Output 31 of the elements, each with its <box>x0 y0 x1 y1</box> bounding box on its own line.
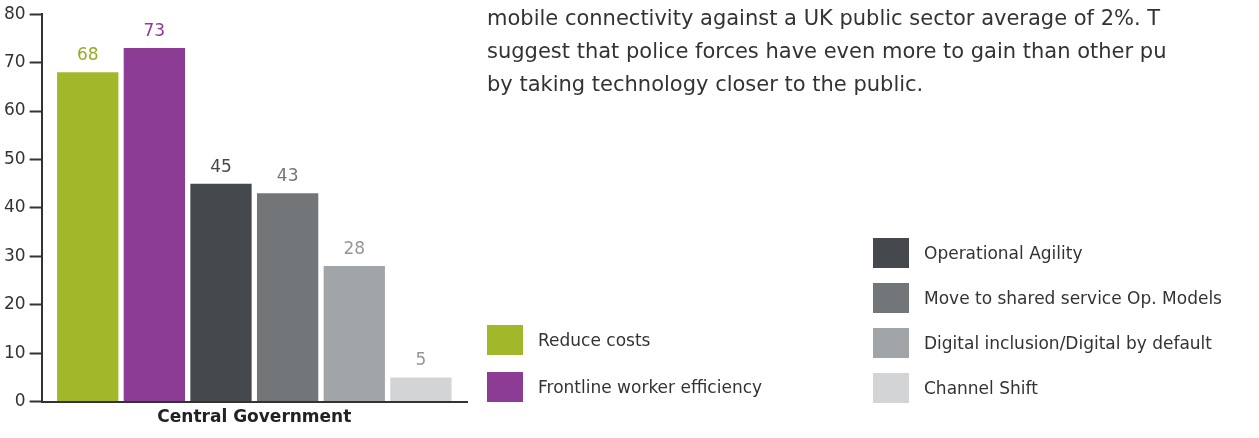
data-label: 68 <box>76 44 99 65</box>
legend-label: Move to shared service Op. Models <box>924 287 1222 308</box>
legend-label: Digital inclusion/Digital by default <box>924 332 1212 353</box>
y-tick-label: 30 <box>3 244 26 265</box>
y-tick-label: 60 <box>3 99 26 120</box>
x-tick-label: Central Government <box>157 406 352 427</box>
data-label: 45 <box>210 155 232 176</box>
bar <box>256 193 319 402</box>
y-tick-label: 50 <box>3 147 26 168</box>
text: mobile connectivity against a UK public sector average of 2%. T <box>487 5 1162 32</box>
legend-label: Channel Shift <box>924 377 1038 398</box>
bar <box>57 72 119 402</box>
data-label: 5 <box>415 349 427 370</box>
y-tick-label: 40 <box>3 196 26 217</box>
y-tick-label: 10 <box>3 341 26 362</box>
y-tick-label: 80 <box>3 2 26 23</box>
bar <box>190 183 252 402</box>
data-label: 73 <box>143 20 166 41</box>
legend-label: Frontline worker efficiency <box>538 376 763 397</box>
text: by taking technology closer to the public. <box>487 71 925 98</box>
data-label: 28 <box>343 237 366 258</box>
legend-label: Operational Agility <box>924 242 1083 263</box>
y-tick-label: 70 <box>3 51 26 72</box>
bar <box>123 48 186 402</box>
data-label: 43 <box>276 165 299 186</box>
bar <box>323 266 385 402</box>
text: suggest that police forces have even more to gain than other pu <box>487 38 1168 65</box>
y-tick-label: 0 <box>14 390 26 411</box>
bar <box>390 377 452 402</box>
y-tick-label: 20 <box>3 293 26 314</box>
legend-label: Reduce costs <box>538 329 651 350</box>
